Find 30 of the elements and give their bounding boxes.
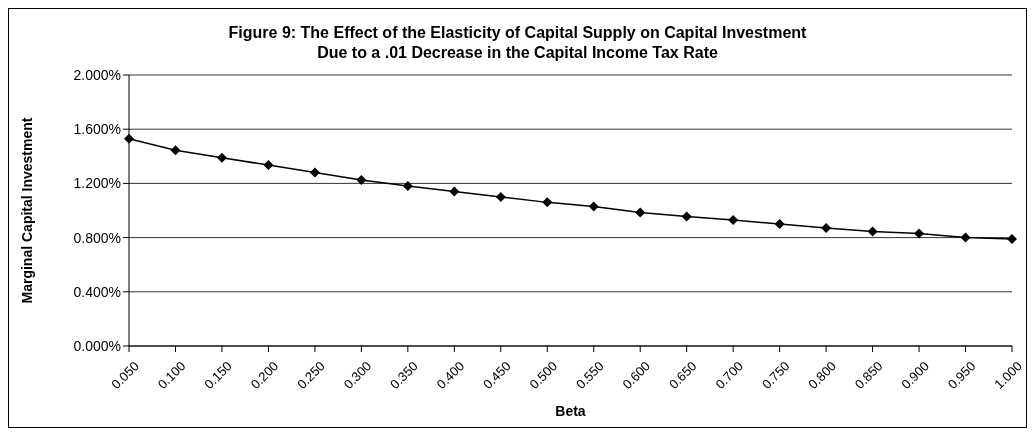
- chart-subtitle: Due to a .01 Decrease in the Capital Income Tax Rate: [316, 43, 719, 63]
- chart-title: Figure 9: The Effect of the Elasticity of Capital Supply on Capital Investment: [227, 23, 808, 43]
- point: [402, 181, 413, 192]
- point: [914, 228, 925, 239]
- point: [124, 133, 134, 144]
- point: [681, 211, 692, 222]
- point: [449, 186, 460, 197]
- point: [309, 167, 320, 178]
- point: [867, 226, 878, 237]
- y-axis-title: Marginal Capital Investment: [18, 117, 35, 304]
- point: [635, 207, 646, 218]
- y-tick-label: 0.800%: [73, 229, 121, 246]
- point: [356, 175, 367, 186]
- point: [542, 197, 553, 208]
- point: [1007, 233, 1017, 244]
- point: [263, 160, 274, 171]
- y-tick-label: 2.000%: [73, 66, 121, 83]
- y-tick-label: 1.600%: [73, 121, 121, 138]
- point: [821, 223, 832, 234]
- y-tick-label: 0.400%: [73, 283, 121, 300]
- point: [216, 152, 227, 163]
- x-axis-title: Beta: [555, 403, 586, 419]
- point: [728, 214, 739, 225]
- point: [588, 201, 599, 212]
- point: [170, 145, 181, 156]
- point: [495, 191, 506, 202]
- y-tick-label: 0.000%: [73, 337, 121, 354]
- point: [774, 219, 785, 230]
- point: [960, 232, 971, 243]
- y-tick-label: 1.200%: [73, 175, 121, 192]
